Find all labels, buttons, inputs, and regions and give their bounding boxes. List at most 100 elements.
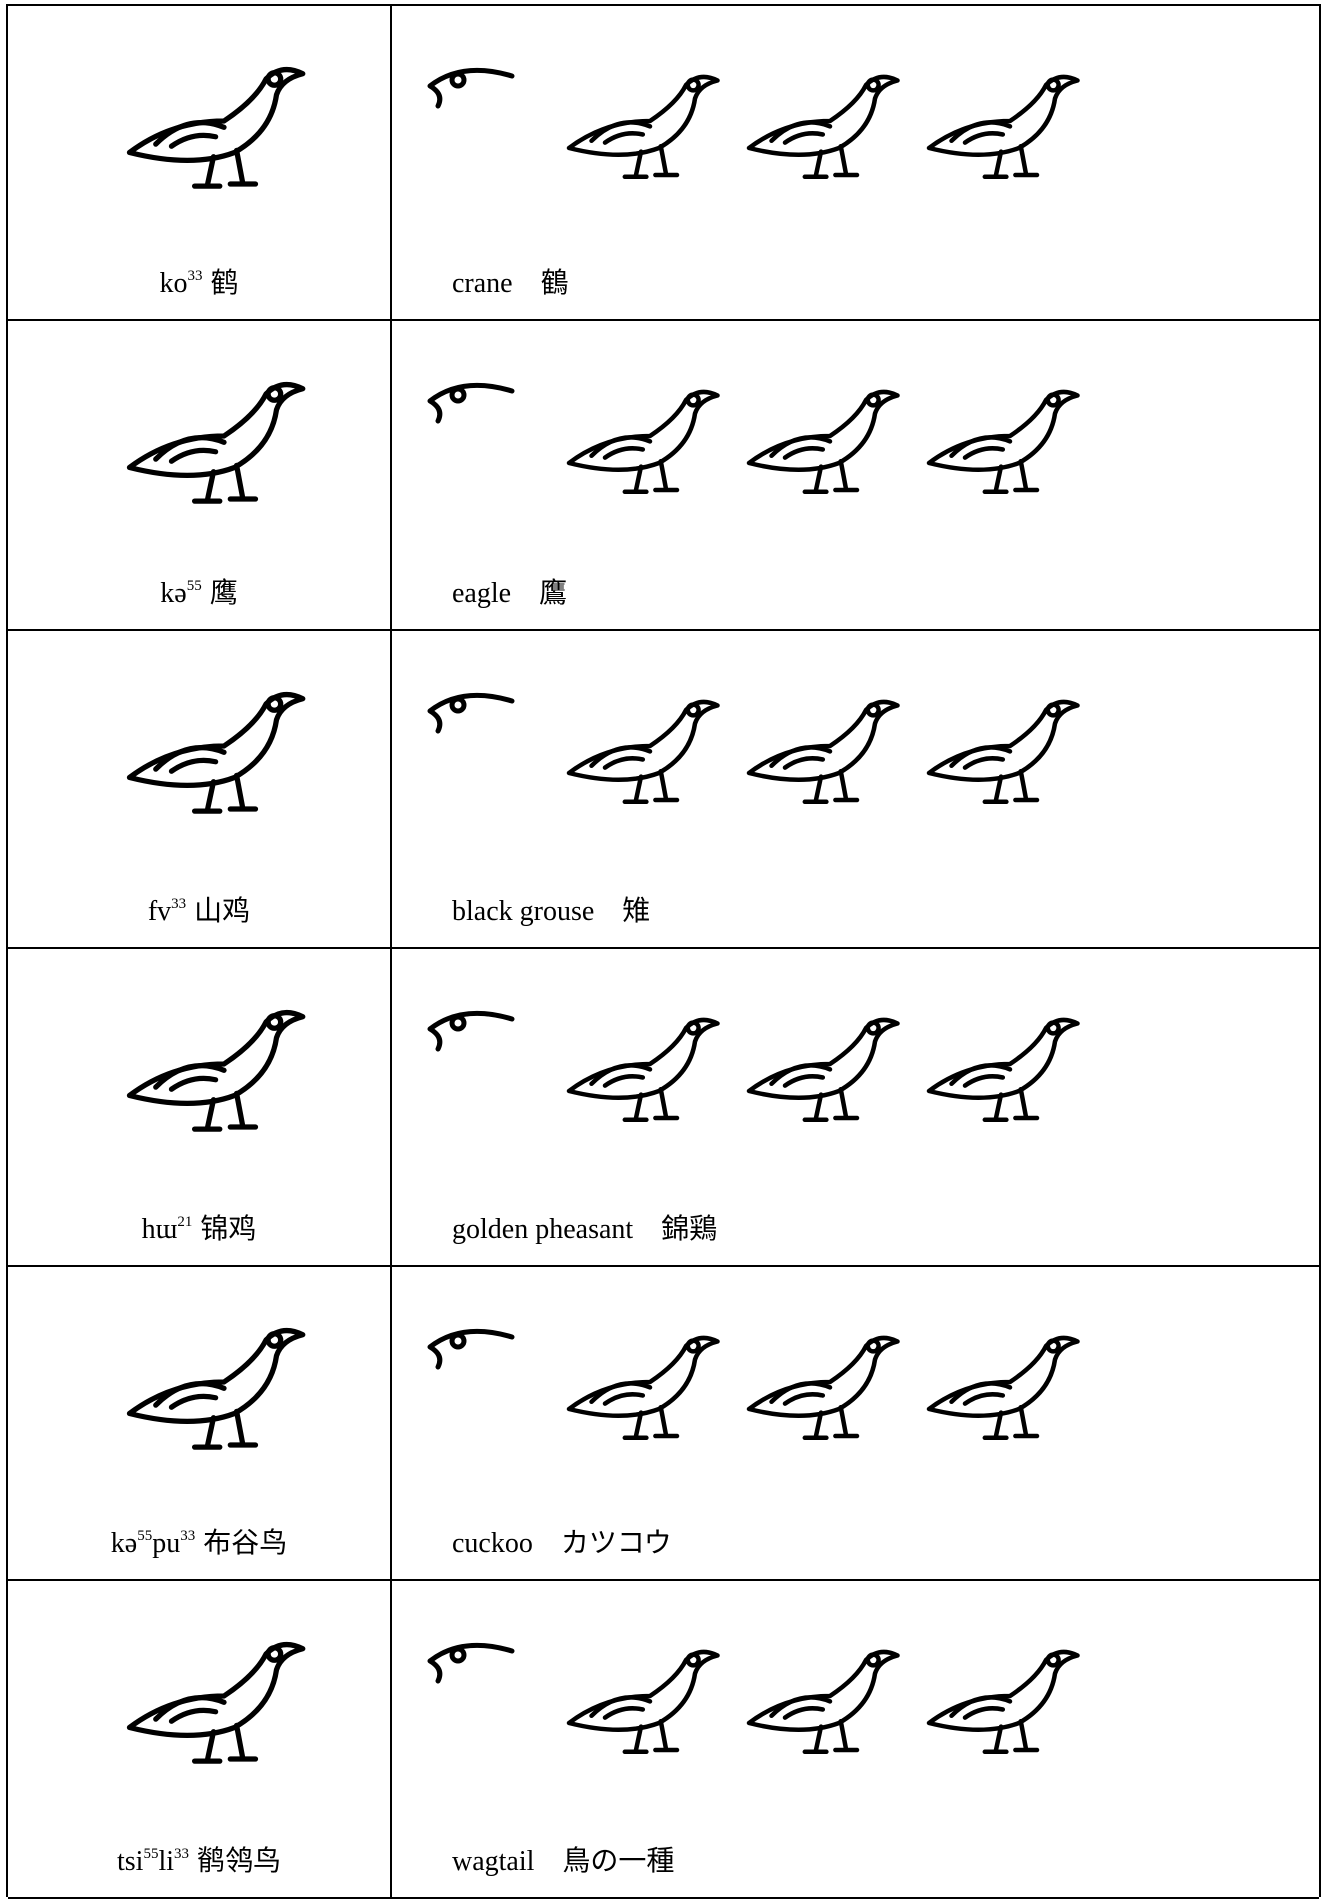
gloss-label: golden pheasant 錦鶏 bbox=[452, 1207, 717, 1247]
variants-cell: cuckoo カツコウ bbox=[392, 1267, 1319, 1579]
table-row: kə55pu33 布谷鸟 cuckoo カツコウ bbox=[8, 1267, 1319, 1581]
variant-glyph bbox=[422, 56, 522, 116]
pictograph-shape bbox=[130, 1013, 303, 1130]
variant-glyph bbox=[722, 361, 902, 511]
variant-glyph bbox=[422, 1631, 522, 1691]
gloss-label: black grouse 雉 bbox=[452, 889, 650, 929]
pictograph-shape bbox=[130, 70, 303, 187]
chinese-name: 山鸡 bbox=[194, 896, 251, 927]
variants-cell: eagle 鷹 bbox=[392, 321, 1319, 629]
chinese-name: 锦鸡 bbox=[200, 1214, 257, 1245]
romanization: kə bbox=[110, 1528, 138, 1559]
variant-glyph-shape bbox=[430, 1645, 512, 1681]
pictograph bbox=[98, 979, 308, 1149]
variant-glyph-shape bbox=[430, 695, 512, 731]
variant-glyph-shape bbox=[569, 1338, 718, 1438]
variant-glyph-shape bbox=[749, 392, 898, 492]
variant-glyph-shape bbox=[929, 1652, 1078, 1752]
tone: 33 bbox=[171, 896, 187, 912]
sheet: ko33 鹤 crane 鶴 kə55 鹰 eagle 鷹 fv33 山鸡 black grouse… bbox=[6, 4, 1321, 1899]
variant-glyph bbox=[722, 989, 902, 1139]
variant-glyph bbox=[902, 46, 1082, 196]
pictograph bbox=[98, 351, 308, 521]
tone: 55 bbox=[137, 1528, 153, 1544]
variant-glyph-shape bbox=[929, 392, 1078, 492]
english-name: cuckoo bbox=[452, 1528, 533, 1559]
table-row: fv33 山鸡 black grouse 雉 bbox=[8, 631, 1319, 949]
romanization: ko bbox=[159, 268, 188, 299]
tone: 33 bbox=[174, 1846, 189, 1862]
variant-glyph bbox=[902, 671, 1082, 821]
pictograph bbox=[98, 36, 308, 206]
pictograph-cell: tsi55li33 鹡鸰鸟 bbox=[8, 1581, 392, 1897]
pictograph-shape bbox=[130, 385, 303, 502]
romanization: li bbox=[158, 1846, 174, 1877]
variant-glyph bbox=[422, 371, 522, 431]
variant-glyph-shape bbox=[569, 392, 718, 492]
variant-glyph bbox=[542, 1307, 722, 1457]
variant-glyph-shape bbox=[749, 1020, 898, 1120]
variant-glyph bbox=[422, 999, 522, 1059]
gloss-label: wagtail 鳥の一種 bbox=[452, 1839, 674, 1879]
variant-glyph-shape bbox=[749, 1652, 898, 1752]
variant-glyph bbox=[902, 989, 1082, 1139]
variant-glyph bbox=[542, 1621, 722, 1771]
native-label: hɯ21 锦鸡 bbox=[8, 1207, 390, 1247]
pictograph-cell: ko33 鹤 bbox=[8, 6, 392, 319]
japanese-name: 鳥の一種 bbox=[562, 1846, 675, 1877]
variant-glyph-shape bbox=[929, 1338, 1078, 1438]
english-name: eagle bbox=[452, 578, 512, 609]
variant-glyph-shape bbox=[749, 1338, 898, 1438]
japanese-name: 鶴 bbox=[540, 268, 569, 299]
japanese-name: 鷹 bbox=[539, 578, 568, 609]
chinese-name: 鹤 bbox=[210, 268, 239, 299]
japanese-name: カツコウ bbox=[560, 1528, 672, 1559]
native-label: tsi55li33 鹡鸰鸟 bbox=[8, 1839, 390, 1879]
variants-cell: wagtail 鳥の一種 bbox=[392, 1581, 1319, 1897]
table-row: tsi55li33 鹡鸰鸟 wagtail 鳥の一種 bbox=[8, 1581, 1319, 1899]
chinese-name: 布谷鸟 bbox=[203, 1528, 288, 1559]
gloss-label: cuckoo カツコウ bbox=[452, 1521, 672, 1561]
variant-glyph bbox=[542, 671, 722, 821]
variant-glyph-shape bbox=[430, 1331, 512, 1367]
pictograph-cell: fv33 山鸡 bbox=[8, 631, 392, 947]
pictograph-shape bbox=[130, 1645, 303, 1762]
tone: 33 bbox=[187, 268, 203, 284]
variant-glyph-shape bbox=[929, 702, 1078, 802]
tone: 21 bbox=[177, 1214, 193, 1230]
english-name: golden pheasant bbox=[452, 1214, 634, 1245]
romanization: kə bbox=[160, 578, 187, 609]
variants-cell: black grouse 雉 bbox=[392, 631, 1319, 947]
native-label: fv33 山鸡 bbox=[8, 889, 390, 929]
pictograph bbox=[98, 661, 308, 831]
chinese-name: 鹰 bbox=[209, 578, 238, 609]
romanization: pu bbox=[152, 1528, 181, 1559]
variant-glyph-shape bbox=[569, 77, 718, 177]
japanese-name: 錦鶏 bbox=[661, 1214, 718, 1245]
native-label: kə55pu33 布谷鸟 bbox=[8, 1521, 390, 1561]
romanization: tsi bbox=[116, 1846, 144, 1877]
pictograph bbox=[98, 1611, 308, 1781]
variant-glyph bbox=[722, 1621, 902, 1771]
variant-glyph-shape bbox=[929, 1020, 1078, 1120]
variants-cell: crane 鶴 bbox=[392, 6, 1319, 319]
pictograph-shape bbox=[130, 695, 303, 812]
variant-glyph bbox=[542, 361, 722, 511]
variant-glyph bbox=[542, 989, 722, 1139]
variant-glyph-shape bbox=[749, 77, 898, 177]
variant-glyph bbox=[902, 1621, 1082, 1771]
pictograph-cell: hɯ21 锦鸡 bbox=[8, 949, 392, 1265]
variant-glyph-shape bbox=[569, 702, 718, 802]
romanization: fv bbox=[147, 896, 172, 927]
gloss-label: crane 鶴 bbox=[452, 261, 569, 301]
variant-glyph-shape bbox=[569, 1652, 718, 1752]
tone: 55 bbox=[143, 1846, 159, 1862]
table-row: ko33 鹤 crane 鶴 bbox=[8, 6, 1319, 321]
table-row: kə55 鹰 eagle 鷹 bbox=[8, 321, 1319, 631]
variant-glyph-shape bbox=[430, 385, 512, 421]
native-label: kə55 鹰 bbox=[8, 571, 390, 611]
variant-glyph-shape bbox=[749, 702, 898, 802]
chinese-name: 鹡鸰鸟 bbox=[197, 1846, 282, 1877]
variant-glyph bbox=[722, 46, 902, 196]
